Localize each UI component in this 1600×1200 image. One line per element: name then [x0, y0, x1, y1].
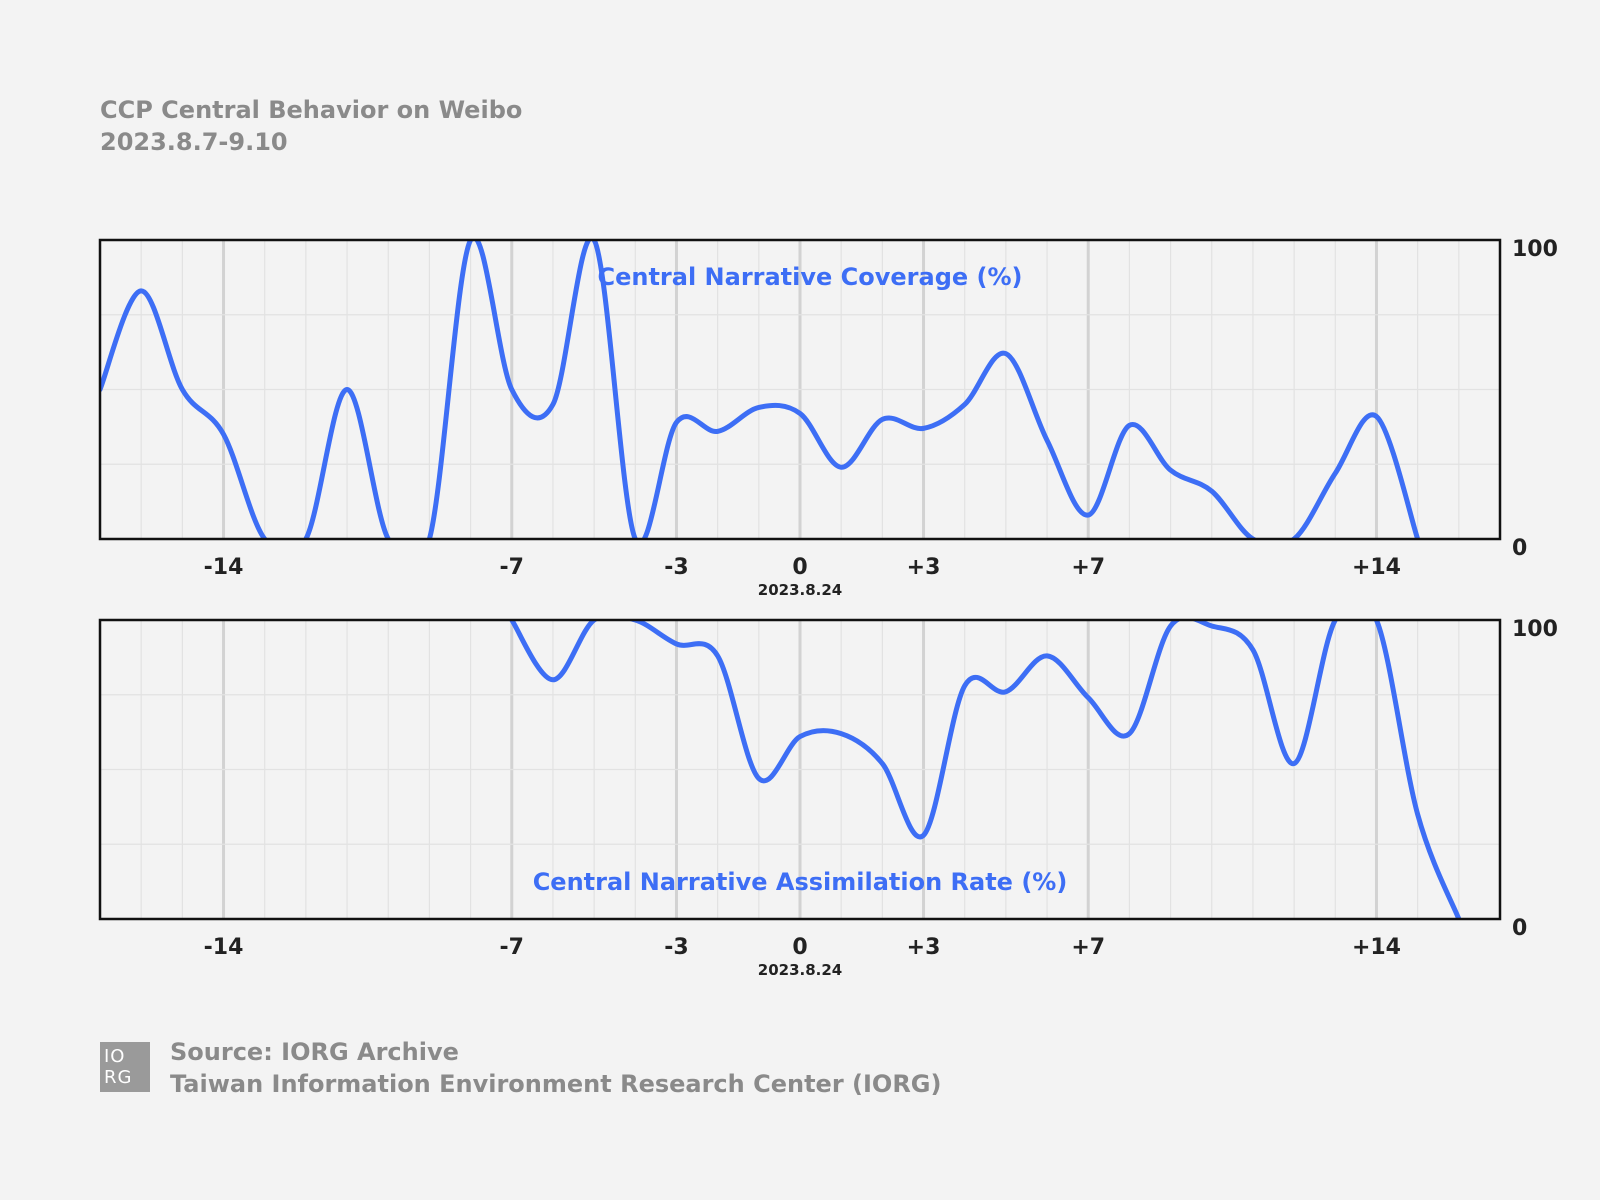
series-title-label: Central Narrative Assimilation Rate (%) [533, 868, 1068, 896]
x-tick-label: -14 [204, 555, 244, 580]
x-tick-label: -3 [664, 935, 688, 960]
x-tick-label: 0 [792, 935, 807, 960]
chart-header: CCP Central Behavior on Weibo 2023.8.7-9… [100, 94, 522, 158]
series-line [509, 620, 1462, 919]
source-label: Source: IORG Archive [170, 1038, 459, 1066]
chart-subtitle: 2023.8.7-9.10 [100, 128, 288, 156]
plot-frame [98, 618, 1502, 921]
x-tick-label: +7 [1071, 935, 1105, 960]
x-tick-label: -7 [500, 555, 524, 580]
iorg-logo: IO RG [100, 1042, 150, 1092]
x-date-label: 2023.8.24 [758, 961, 842, 979]
y-tick-label: 100 [1512, 237, 1558, 262]
x-date-label: 2023.8.24 [758, 581, 842, 599]
x-tick-label: -14 [204, 935, 244, 960]
x-tick-label: -3 [664, 555, 688, 580]
y-tick-label: 0 [1512, 916, 1527, 941]
series-line [100, 240, 1421, 539]
x-tick-label: -7 [500, 935, 524, 960]
x-tick-label: +3 [907, 555, 941, 580]
y-tick-label: 100 [1512, 617, 1558, 642]
plot-frame [98, 238, 1502, 541]
x-tick-label: +3 [907, 935, 941, 960]
x-tick-label: +14 [1352, 935, 1401, 960]
series-title-label: Central Narrative Coverage (%) [597, 263, 1022, 291]
y-tick-label: 0 [1512, 536, 1527, 561]
footer-text: Source: IORG Archive Taiwan Information … [170, 1036, 941, 1100]
logo-text-line2: RG [104, 1067, 133, 1088]
org-label: Taiwan Information Environment Research … [170, 1070, 942, 1098]
x-tick-label: +14 [1352, 555, 1401, 580]
logo-text-line1: IO [104, 1046, 126, 1067]
x-tick-label: +7 [1071, 555, 1105, 580]
chart-title: CCP Central Behavior on Weibo [100, 96, 523, 124]
chart-panel-1: Central Narrative Coverage (%) -14 -7 -3 0 +3… [98, 237, 1558, 599]
x-tick-label: 0 [792, 555, 807, 580]
footer: IO RG Source: IORG Archive Taiwan Inform… [100, 1038, 941, 1100]
chart-panel-2: Central Narrative Assimilation Rate (%) -… [98, 617, 1558, 979]
